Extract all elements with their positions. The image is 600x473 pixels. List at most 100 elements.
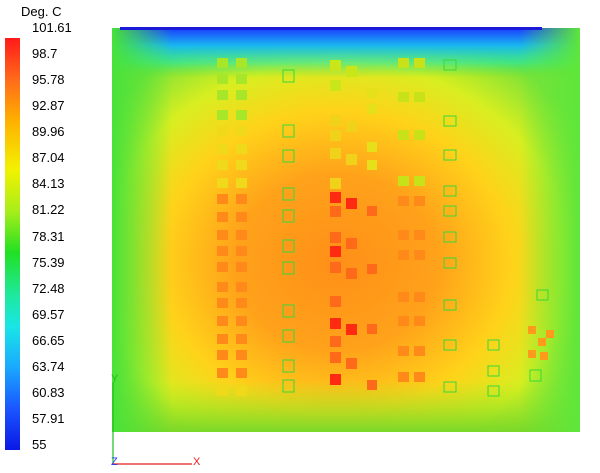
- component-pad: [236, 282, 247, 292]
- component-chip: [330, 178, 341, 189]
- component-pad: [414, 346, 425, 356]
- colorbar-tick-label: 66.65: [32, 332, 65, 348]
- component-chip: [330, 318, 341, 329]
- component-chip: [330, 262, 341, 273]
- component-chip: [346, 268, 357, 279]
- component-chip: [330, 352, 341, 363]
- component-pad: [236, 126, 247, 136]
- component-pad: [236, 160, 247, 170]
- component-outline: [282, 359, 295, 373]
- component-outline: [282, 187, 295, 201]
- component-pad: [217, 178, 228, 188]
- component-chip: [346, 154, 357, 165]
- component-chip: [330, 80, 341, 91]
- component-chip: [330, 296, 341, 307]
- component-pad: [236, 386, 247, 396]
- component-pad: [414, 230, 425, 240]
- component-chip: [367, 88, 377, 98]
- component-pad: [217, 110, 228, 120]
- component-pad: [217, 58, 228, 68]
- component-outline: [443, 149, 457, 161]
- component-pad: [217, 194, 228, 204]
- component-pad: [236, 230, 247, 240]
- component-pad: [398, 196, 409, 206]
- component-chip: [346, 238, 357, 249]
- component-outline: [443, 381, 457, 393]
- component-pad: [236, 246, 247, 256]
- component-outline: [487, 365, 500, 377]
- axis-triad: [112, 382, 192, 465]
- colorbar-tick-label: 78.31: [32, 228, 65, 244]
- component-chip: [330, 115, 341, 126]
- component-pad: [217, 368, 228, 378]
- colorbar-tick-label: 101.61: [32, 20, 72, 35]
- component-pad: [414, 372, 425, 382]
- component-pad: [217, 126, 228, 136]
- component-chip: [330, 336, 341, 347]
- component-outline: [443, 257, 457, 269]
- component-pad: [236, 262, 247, 272]
- component-pad: [236, 316, 247, 326]
- component-pad: [236, 144, 247, 154]
- component-chip: [330, 192, 341, 203]
- component-pad: [217, 230, 228, 240]
- component-outline: [443, 339, 457, 351]
- component-pad: [398, 292, 409, 302]
- component-chip: [367, 142, 377, 152]
- colorbar-tick-label: 98.7: [32, 46, 58, 62]
- component-outline: [443, 185, 457, 197]
- temperature-colorbar: [5, 38, 20, 450]
- component-pad: [217, 298, 228, 308]
- component-pad: [414, 292, 425, 302]
- top-edge-strip: [120, 27, 542, 30]
- component-chip: [367, 380, 377, 390]
- component-outline: [282, 149, 295, 163]
- component-outline: [282, 304, 295, 318]
- component-chip: [367, 264, 377, 274]
- component-chip: [346, 198, 357, 209]
- component-chip: [528, 350, 536, 358]
- component-pad: [236, 110, 247, 120]
- component-chip: [367, 160, 377, 170]
- component-chip: [546, 330, 554, 338]
- colorbar-tick-label: 63.74: [32, 358, 65, 374]
- component-outline: [443, 59, 457, 71]
- component-pad: [217, 246, 228, 256]
- component-pad: [217, 316, 228, 326]
- colorbar-tick-label: 92.87: [32, 98, 65, 114]
- component-outline: [536, 289, 549, 301]
- component-chip: [367, 206, 377, 216]
- component-outline: [282, 209, 295, 223]
- component-pad: [414, 130, 425, 140]
- component-pad: [236, 212, 247, 222]
- component-pad: [217, 386, 228, 396]
- component-pad: [236, 58, 247, 68]
- component-chip: [346, 66, 357, 77]
- component-outline: [443, 299, 457, 311]
- component-chip: [346, 358, 357, 369]
- component-chip: [538, 338, 546, 346]
- component-outline: [282, 124, 295, 138]
- legend-title: Deg. C: [21, 4, 62, 19]
- colorbar-tick-label: 81.22: [32, 202, 65, 218]
- axis-y-label: Y: [111, 373, 119, 385]
- component-outline: [443, 205, 457, 217]
- component-outline: [282, 379, 295, 393]
- component-pad: [414, 176, 425, 186]
- component-outline: [487, 339, 500, 351]
- component-pad: [398, 316, 409, 326]
- component-chip: [330, 232, 341, 243]
- component-pad: [217, 282, 228, 292]
- component-chip: [367, 324, 377, 334]
- component-pad: [217, 334, 228, 344]
- component-pad: [398, 346, 409, 356]
- component-pad: [217, 212, 228, 222]
- component-pad: [398, 230, 409, 240]
- component-outline: [282, 329, 295, 343]
- component-pad: [414, 316, 425, 326]
- component-chip: [367, 104, 377, 114]
- component-chip: [330, 374, 341, 385]
- component-outline: [282, 239, 295, 253]
- component-pad: [414, 196, 425, 206]
